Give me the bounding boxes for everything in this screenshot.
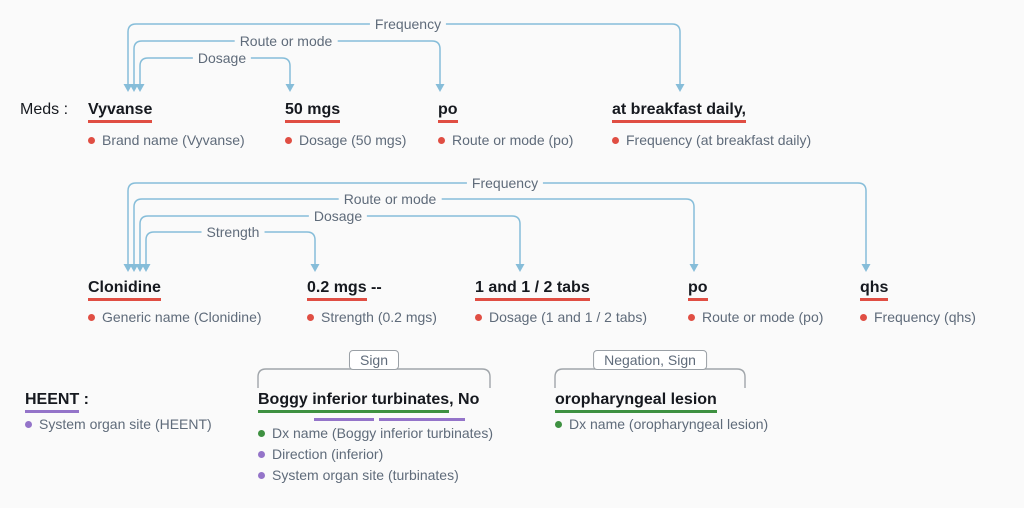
tag-system-organ-site-turbinates: System organ site (turbinates)	[258, 467, 459, 483]
tag-text: Brand name (Vyvanse)	[102, 132, 245, 148]
entity-at-breakfast-daily: at breakfast daily,	[612, 100, 746, 123]
tag-direction-inferior: Direction (inferior)	[258, 446, 383, 462]
entity-text: Clonidine	[88, 279, 161, 301]
tag-brand-name: Brand name (Vyvanse)	[88, 132, 245, 148]
tag-route-or-mode: Route or mode (po)	[438, 132, 573, 148]
tag-dosage-2: Dosage (1 and 1 / 2 tabs)	[475, 309, 647, 325]
arc-clonidine-dosage	[135, 215, 525, 272]
tag-generic-name: Generic name (Clonidine)	[88, 309, 262, 325]
entity-po-2: po	[688, 278, 708, 301]
tag-text: Frequency (at breakfast daily)	[626, 132, 812, 148]
entity-02-mgs: 0.2 mgs --	[307, 278, 382, 301]
arc-label-strength: Strength	[201, 224, 265, 240]
tag-text: Strength (0.2 mgs)	[321, 309, 437, 325]
tag-text: Dosage (1 and 1 / 2 tabs)	[489, 309, 647, 325]
entity-text: 1 and 1 / 2 tabs	[475, 279, 590, 301]
entity-oropharyngeal-lesion: oropharyngeal lesion	[555, 390, 717, 413]
entity-heent: HEENT :	[25, 390, 90, 413]
tag-text: Dx name (Boggy inferior turbinates)	[272, 425, 493, 441]
arc-label-route-or-mode-2: Route or mode	[338, 191, 442, 207]
tag-strength: Strength (0.2 mgs)	[307, 309, 437, 325]
arc-label-route-or-mode: Route or mode	[234, 33, 338, 49]
medication-dot-icon	[612, 136, 619, 144]
tag-system-organ-site-heent: System organ site (HEENT)	[25, 416, 212, 432]
medication-dot-icon	[438, 136, 445, 144]
entity-text: po	[688, 279, 708, 301]
tag-text: Route or mode (po)	[452, 132, 574, 148]
entity-suffix: , No	[449, 391, 480, 408]
tag-frequency-2: Frequency (qhs)	[860, 309, 976, 325]
entity-text: po	[438, 101, 458, 123]
tag-text: System organ site (turbinates)	[272, 467, 459, 483]
entity-vyvanse: Vyvanse	[88, 100, 153, 123]
entity-suffix: :	[79, 391, 90, 408]
medication-dot-icon	[475, 313, 482, 321]
medication-dot-icon	[88, 136, 95, 144]
medication-dot-icon	[285, 136, 292, 144]
entity-clonidine: Clonidine	[88, 278, 161, 301]
entity-text: oropharyngeal lesion	[555, 391, 717, 413]
arc-label-dosage-2: Dosage	[308, 208, 368, 224]
condition-dot-icon	[555, 420, 562, 428]
entity-text: qhs	[860, 279, 889, 301]
arc-label-dosage: Dosage	[192, 50, 252, 66]
anatomy-dot-icon	[258, 450, 265, 458]
medication-dot-icon	[860, 313, 867, 321]
medication-dot-icon	[88, 313, 95, 321]
tag-frequency: Frequency (at breakfast daily)	[612, 132, 811, 148]
trait-label-sign: Sign	[348, 350, 400, 370]
entity-po: po	[438, 100, 458, 123]
condition-dot-icon	[258, 429, 265, 437]
tag-text: Dx name (oropharyngeal lesion)	[569, 416, 769, 432]
trait-bracket-sign	[257, 368, 491, 388]
arc-label-frequency: Frequency	[369, 16, 447, 32]
medication-dot-icon	[688, 313, 695, 321]
trait-label-negation-sign: Negation, Sign	[593, 350, 707, 370]
organ-site-underline	[379, 418, 465, 421]
meds-prefix-text: Meds :	[20, 101, 69, 118]
tag-text: Frequency (qhs)	[874, 309, 976, 325]
tag-text: Route or mode (po)	[702, 309, 824, 325]
entity-qhs: qhs	[860, 278, 889, 301]
entity-text: 50 mgs	[285, 101, 341, 123]
tag-dx-name-boggy: Dx name (Boggy inferior turbinates)	[258, 425, 493, 441]
tag-dx-name-oropharyngeal: Dx name (oropharyngeal lesion)	[555, 416, 768, 432]
entity-text: at breakfast daily,	[612, 101, 746, 123]
anatomy-dot-icon	[25, 420, 32, 428]
meds-prefix: Meds :	[20, 100, 68, 119]
entity-text: HEENT	[25, 391, 80, 413]
tag-dosage: Dosage (50 mgs)	[285, 132, 406, 148]
entity-1-and-1-2-tabs: 1 and 1 / 2 tabs	[475, 278, 590, 301]
tag-text: System organ site (HEENT)	[39, 416, 212, 432]
entity-50-mgs: 50 mgs	[285, 100, 341, 123]
direction-underline	[314, 418, 374, 421]
entity-text: Vyvanse	[88, 101, 153, 123]
entity-text: Boggy inferior turbinates	[258, 391, 450, 413]
tag-text: Direction (inferior)	[272, 446, 384, 462]
trait-bracket-negation-sign	[554, 368, 746, 388]
tag-text: Generic name (Clonidine)	[102, 309, 262, 325]
entity-text: 0.2 mgs	[307, 279, 367, 301]
entity-suffix: --	[366, 279, 382, 296]
tag-text: Dosage (50 mgs)	[299, 132, 407, 148]
medication-dot-icon	[307, 313, 314, 321]
arc-label-frequency-2: Frequency	[466, 175, 544, 191]
anatomy-dot-icon	[258, 471, 265, 479]
tag-route-or-mode-2: Route or mode (po)	[688, 309, 823, 325]
entity-boggy-inferior-turbinates: Boggy inferior turbinates, No	[258, 390, 480, 421]
